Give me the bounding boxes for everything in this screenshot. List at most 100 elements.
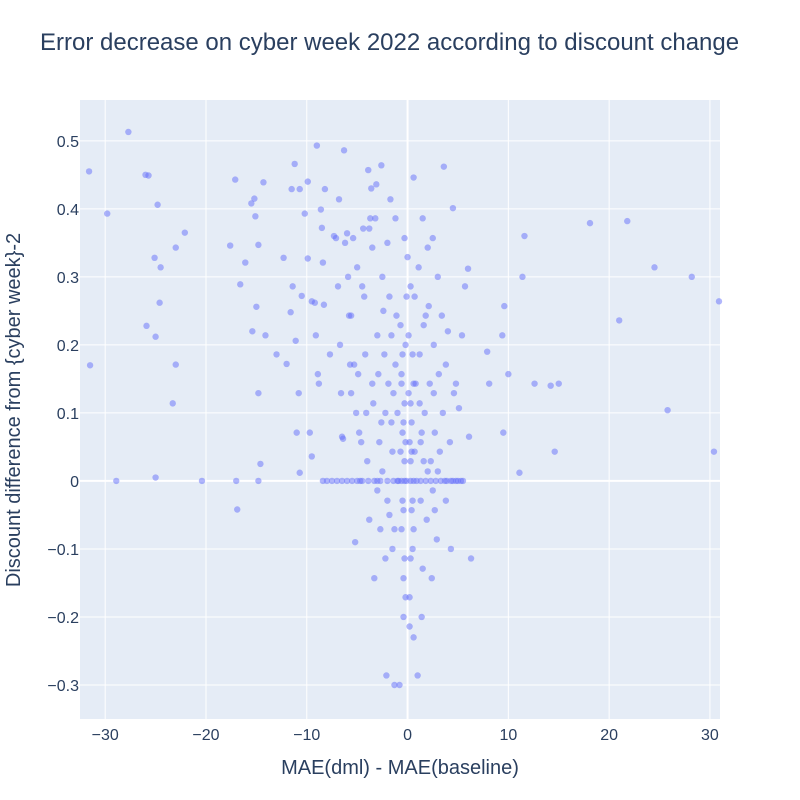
data-point bbox=[417, 497, 424, 504]
data-point bbox=[252, 213, 259, 220]
data-point bbox=[172, 361, 179, 368]
data-point bbox=[407, 457, 414, 465]
data-point bbox=[313, 142, 321, 149]
data-point bbox=[449, 204, 457, 212]
data-point bbox=[401, 457, 408, 465]
data-point bbox=[273, 351, 280, 358]
data-point bbox=[255, 241, 262, 249]
data-point bbox=[408, 506, 415, 514]
data-point bbox=[366, 516, 373, 523]
data-point bbox=[382, 555, 389, 562]
data-point bbox=[311, 299, 319, 306]
data-point bbox=[361, 293, 368, 300]
data-point bbox=[405, 332, 412, 339]
data-point bbox=[349, 234, 357, 242]
x-tick-label: −20 bbox=[192, 727, 219, 744]
data-point bbox=[688, 273, 695, 281]
data-point bbox=[381, 351, 388, 358]
data-point bbox=[461, 283, 469, 290]
data-point bbox=[367, 215, 374, 222]
data-point bbox=[152, 474, 159, 481]
data-point bbox=[419, 215, 426, 222]
data-point bbox=[407, 400, 414, 407]
data-point bbox=[373, 181, 380, 188]
data-point bbox=[385, 380, 392, 387]
data-point bbox=[389, 545, 396, 553]
data-point bbox=[400, 613, 407, 621]
data-point bbox=[181, 229, 189, 236]
data-point bbox=[172, 244, 179, 251]
data-point bbox=[398, 526, 405, 533]
data-point bbox=[317, 206, 325, 213]
data-point bbox=[388, 419, 395, 426]
data-point bbox=[248, 200, 255, 207]
data-point bbox=[547, 382, 554, 389]
data-point bbox=[321, 185, 329, 193]
data-point bbox=[382, 409, 389, 417]
data-point bbox=[414, 672, 421, 679]
data-point bbox=[359, 477, 366, 485]
y-tick-label: 0 bbox=[70, 474, 79, 491]
data-point bbox=[113, 477, 120, 485]
data-point bbox=[156, 299, 163, 306]
data-point bbox=[411, 448, 418, 455]
data-point bbox=[226, 242, 234, 249]
data-point bbox=[452, 477, 460, 485]
data-point bbox=[386, 511, 393, 519]
x-tick-label: 0 bbox=[403, 727, 412, 744]
x-tick-label: 20 bbox=[600, 727, 618, 744]
data-point bbox=[365, 477, 372, 485]
data-point bbox=[402, 341, 409, 349]
data-point bbox=[334, 283, 342, 290]
y-axis-title: Discount difference from {cyber week}-2 bbox=[3, 233, 25, 587]
data-point bbox=[410, 380, 417, 387]
data-point bbox=[368, 185, 375, 192]
data-point bbox=[392, 215, 399, 222]
y-tick-label: −0.2 bbox=[47, 610, 79, 627]
data-point bbox=[624, 217, 631, 225]
data-point bbox=[391, 681, 398, 689]
data-point bbox=[439, 409, 447, 417]
data-point bbox=[151, 254, 158, 262]
data-point bbox=[242, 259, 249, 266]
data-point bbox=[255, 389, 262, 397]
data-point bbox=[427, 457, 434, 465]
data-point bbox=[425, 302, 432, 310]
data-point bbox=[318, 224, 326, 232]
data-point bbox=[404, 253, 411, 261]
data-point bbox=[499, 332, 506, 339]
data-point bbox=[531, 380, 538, 387]
data-point bbox=[169, 400, 176, 407]
data-point bbox=[420, 321, 427, 329]
data-point bbox=[447, 477, 455, 485]
data-point bbox=[371, 574, 378, 582]
data-point bbox=[154, 201, 161, 208]
data-point bbox=[232, 176, 239, 183]
data-point bbox=[344, 273, 352, 281]
data-point bbox=[384, 239, 391, 247]
y-tick-label: −0.3 bbox=[47, 678, 79, 695]
data-point bbox=[452, 380, 460, 387]
data-point bbox=[369, 380, 376, 387]
data-point bbox=[351, 538, 359, 546]
data-point bbox=[651, 264, 658, 271]
data-point bbox=[434, 273, 441, 281]
data-point bbox=[374, 477, 381, 485]
x-tick-label: −30 bbox=[92, 727, 119, 744]
data-point bbox=[304, 255, 311, 262]
data-point bbox=[296, 185, 303, 193]
data-point bbox=[465, 433, 473, 440]
data-point bbox=[458, 332, 466, 339]
data-point bbox=[370, 400, 377, 407]
data-point bbox=[389, 448, 396, 455]
data-point bbox=[390, 389, 397, 397]
data-point bbox=[409, 545, 416, 553]
data-point bbox=[332, 234, 340, 242]
data-point bbox=[397, 448, 404, 455]
data-point bbox=[378, 162, 385, 169]
data-point bbox=[289, 283, 296, 290]
data-point bbox=[403, 293, 410, 300]
data-point bbox=[407, 283, 414, 290]
data-point bbox=[401, 477, 408, 485]
data-point bbox=[555, 380, 562, 387]
